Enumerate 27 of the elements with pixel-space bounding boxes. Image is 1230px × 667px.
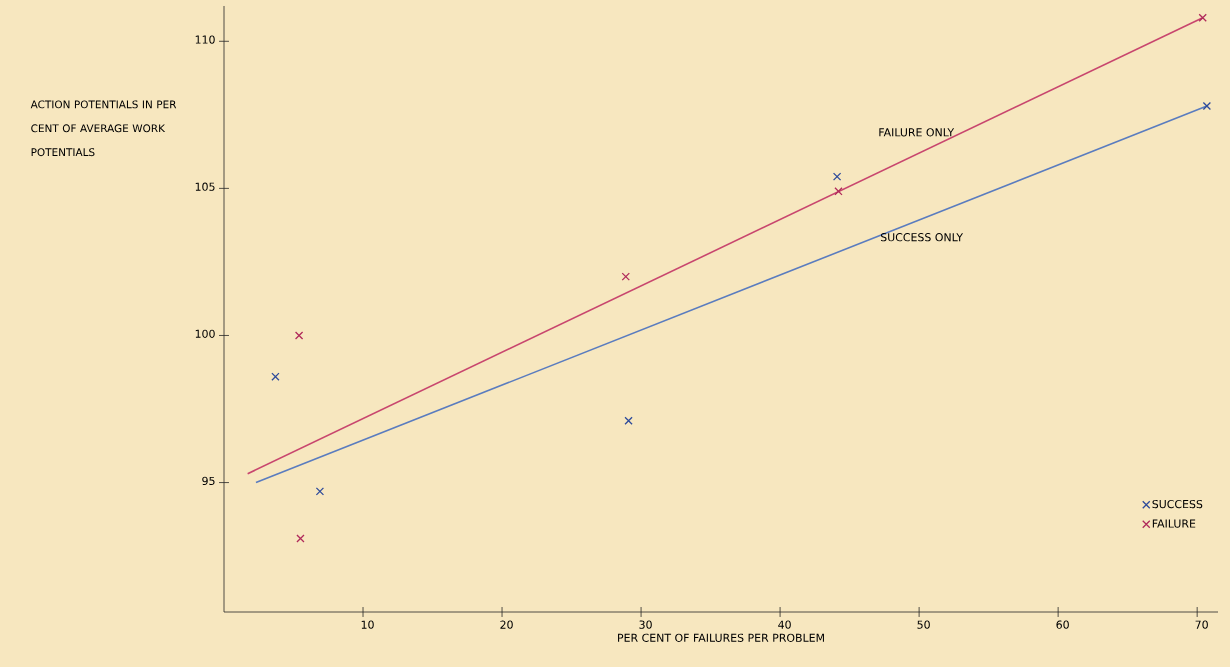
point [834,187,843,196]
x-tick-label: 50 [917,620,930,629]
point [294,331,304,340]
legend-label: FAILURE [1152,519,1196,528]
point [1202,101,1212,111]
point [1198,13,1207,22]
legend-label: SUCCESS [1152,499,1203,509]
x-tick-label: 20 [500,620,513,629]
x-tick-label: 40 [778,620,791,629]
point [271,372,280,381]
point [624,416,633,425]
x-tick-label: 60 [1056,620,1069,629]
y-tick-label: 100 [195,329,215,338]
x-tick-label: 30 [639,620,652,629]
point [296,534,305,543]
x-tick-label: 70 [1195,620,1208,629]
y-tick-label: 110 [195,35,215,44]
point [832,172,842,181]
point [621,272,630,281]
y-tick-label: 95 [202,476,215,486]
point [315,487,325,496]
text: ACTION POTENTIALS IN PER CENT OF AVERAGE WORK POTENTIALS [30,100,177,157]
y-tick-label: 105 [195,182,215,191]
x-tick-label: 10 [361,620,374,629]
series-label: FAILURE ONLY [879,128,955,137]
x-axis-title: PER CENT OF FAILURES PER PROBLEM [618,633,824,642]
series-label: SUCCESS ONLY [880,233,964,242]
